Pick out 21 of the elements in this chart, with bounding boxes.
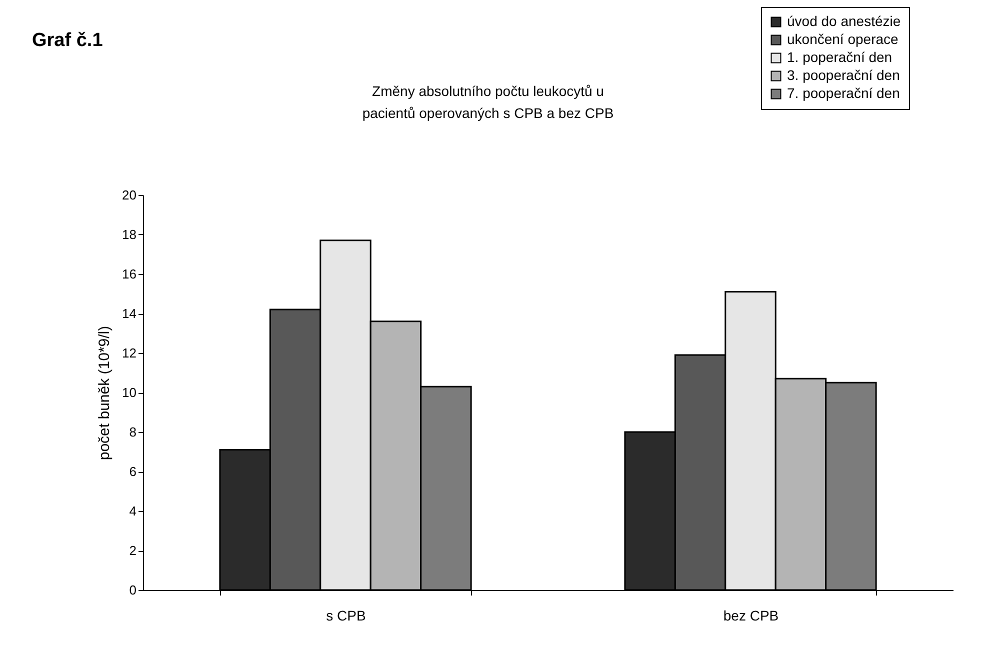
y-tick-label: 14	[122, 306, 136, 321]
y-tick-label: 8	[129, 424, 136, 440]
y-tick-label: 18	[122, 227, 136, 242]
y-tick-label: 12	[122, 346, 136, 360]
y-tick-label: 6	[129, 464, 136, 479]
y-tick-label: 4	[129, 504, 136, 518]
chart-title: Graf č.1	[32, 30, 103, 52]
x-tick-label: s CPB	[326, 608, 366, 624]
legend-label: úvod do anestézie	[787, 13, 901, 29]
legend-label: 7. pooperační den	[787, 85, 900, 101]
y-tick-label: 2	[129, 543, 136, 558]
chart-subtitle: Změny absolutního počtu leukocytů u pacientů operovaných s CPB a bez CPB	[362, 83, 614, 121]
y-tick-label: 0	[129, 582, 136, 598]
legend-label: 1. poperační den	[787, 49, 892, 65]
x-tick-label: bez CPB	[723, 608, 779, 624]
legend-label: 3. pooperační den	[787, 67, 900, 83]
y-tick-label: 20	[122, 188, 136, 202]
y-axis-title: počet buněk (10*9/l)	[96, 326, 114, 460]
legend-label: ukončení operace	[787, 31, 899, 47]
y-tick-label: 10	[122, 385, 136, 400]
y-tick-label: 16	[122, 266, 136, 282]
